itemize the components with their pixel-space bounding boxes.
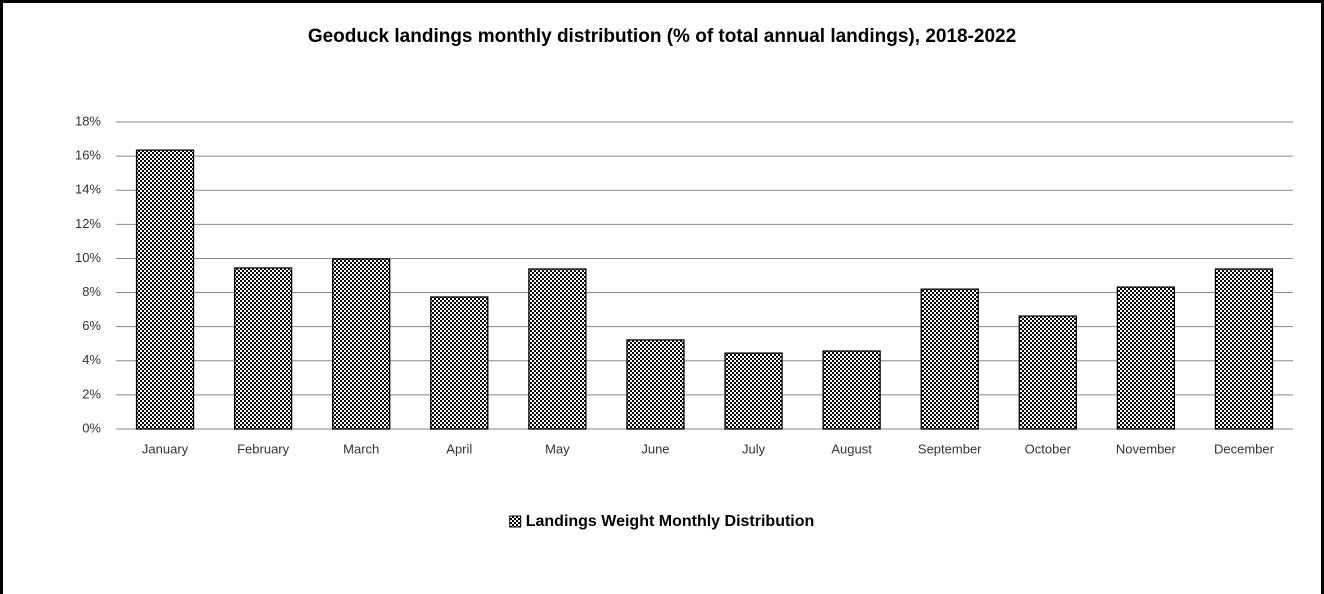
bar xyxy=(920,288,979,430)
bar xyxy=(1214,268,1274,430)
x-tick-label: January xyxy=(142,441,189,456)
y-tick-label: 10% xyxy=(75,250,101,265)
bar xyxy=(822,350,881,430)
y-tick-label: 2% xyxy=(82,386,101,401)
chart-title: Geoduck landings monthly distribution (%… xyxy=(308,26,1016,47)
x-tick-label: March xyxy=(343,441,379,456)
x-tick-label: May xyxy=(545,441,570,456)
bar xyxy=(724,352,783,430)
x-tick-label: February xyxy=(237,441,290,456)
bar xyxy=(1116,286,1176,430)
y-tick-label: 12% xyxy=(75,216,101,231)
y-tick-label: 0% xyxy=(82,420,101,435)
bar xyxy=(233,267,293,430)
legend-label: Landings Weight Monthly Distribution xyxy=(526,513,815,530)
bar xyxy=(430,296,489,430)
x-tick-label: December xyxy=(1214,441,1275,456)
x-tick-label: August xyxy=(831,441,872,456)
y-tick-label: 14% xyxy=(75,182,101,197)
x-tick-label: November xyxy=(1116,441,1177,456)
x-tick-label: June xyxy=(641,441,669,456)
y-tick-label: 18% xyxy=(75,113,101,128)
bar xyxy=(528,268,587,430)
y-tick-label: 6% xyxy=(82,318,101,333)
x-tick-label: July xyxy=(742,441,766,456)
y-tick-label: 16% xyxy=(75,148,101,163)
legend-swatch xyxy=(509,515,522,528)
y-tick-label: 4% xyxy=(82,352,101,367)
bar xyxy=(1018,315,1077,430)
bar xyxy=(626,339,685,430)
x-tick-label: October xyxy=(1025,441,1072,456)
x-tick-label: April xyxy=(446,441,472,456)
bar xyxy=(332,258,391,430)
bar xyxy=(135,149,195,430)
x-tick-label: September xyxy=(918,441,982,456)
y-tick-label: 8% xyxy=(82,284,101,299)
